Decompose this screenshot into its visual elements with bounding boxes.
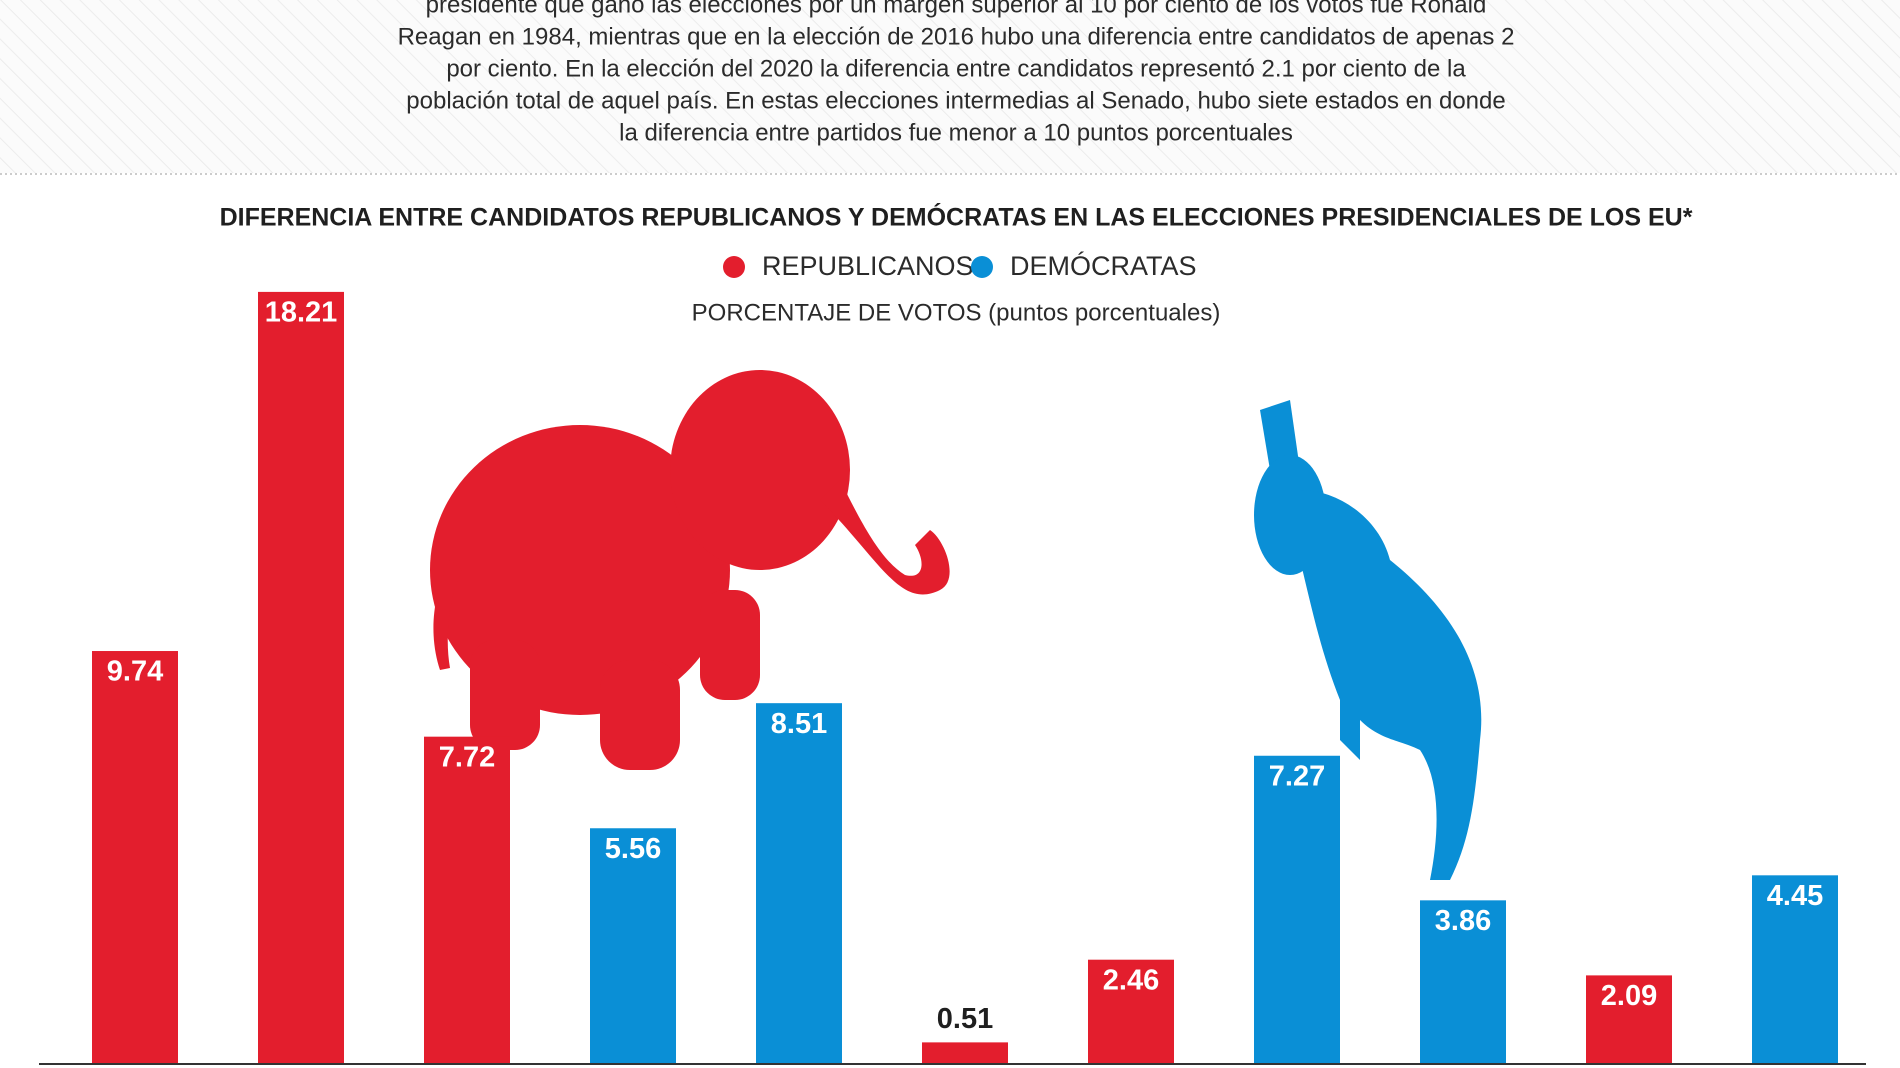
intro-text: presidente que ganó las elecciones por u… [398,0,1515,146]
value-label: 4.45 [1767,880,1823,912]
bar [1586,975,1672,1064]
bar [1420,900,1506,1064]
legend-label: DEMÓCRATAS [1010,250,1197,281]
bar [756,703,842,1064]
value-label: 9.74 [107,656,163,688]
intro-line: la diferencia entre partidos fue menor a… [619,119,1293,146]
header-background [0,0,1900,173]
value-label: 5.56 [605,833,661,865]
intro-line: por ciento. En la elección del 2020 la d… [446,55,1466,82]
value-label: 3.86 [1435,905,1491,937]
intro-line: presidente que ganó las elecciones por u… [426,0,1487,18]
donkey-illustration [1254,400,1482,880]
bar [1752,875,1838,1064]
bar [1088,959,1174,1064]
bar [1254,755,1340,1064]
legend-marker [723,256,745,278]
value-label: 2.46 [1103,964,1159,996]
value-label: 0.51 [937,1003,993,1035]
legend-label: REPUBLICANOS [762,251,974,281]
bar [922,1042,1008,1064]
value-label: 18.21 [265,297,338,329]
elephant-illustration [430,370,950,770]
intro-line: población total de aquel país. En estas … [406,87,1505,114]
intro-line: Reagan en 1984, mientras que en la elecc… [398,23,1515,50]
bar [590,828,676,1064]
chart-title: DIFERENCIA ENTRE CANDIDATOS REPUBLICANOS… [220,202,1693,232]
legend-marker [971,256,993,278]
bar [92,651,178,1064]
value-label: 8.51 [771,708,827,740]
y-axis-label: PORCENTAJE DE VOTOS (puntos porcentuales… [692,299,1221,326]
value-label: 7.72 [439,741,495,773]
value-label: 7.27 [1269,760,1325,792]
bar [424,736,510,1064]
value-label: 2.09 [1601,980,1657,1012]
bar [258,291,344,1064]
